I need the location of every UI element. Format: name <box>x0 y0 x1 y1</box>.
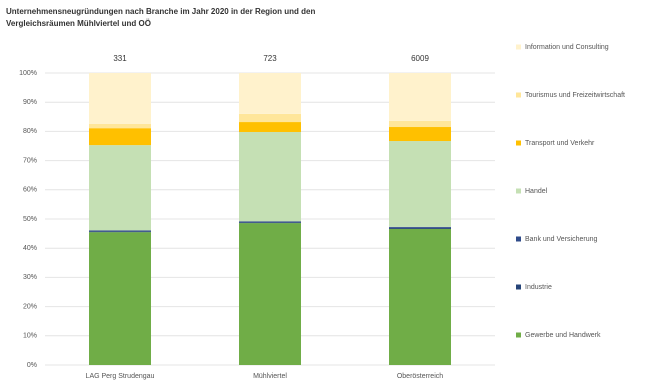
bar-segment <box>389 120 451 128</box>
x-tick-label: Mühlviertel <box>253 373 287 380</box>
x-tick-label: LAG Perg Strudengau <box>86 373 155 380</box>
bar-segment <box>389 226 451 228</box>
legend-swatch <box>516 92 521 98</box>
y-tick-label: 10% <box>23 333 37 340</box>
legend-label: Bank und Versicherung <box>525 236 597 243</box>
bar-segment <box>89 230 151 232</box>
y-tick-label: 40% <box>23 245 37 252</box>
y-tick-label: 100% <box>19 70 37 77</box>
bar-segment <box>239 221 301 223</box>
legend-label: Tourismus und Freizeitwirtschaft <box>525 92 625 99</box>
legend-label: Handel <box>525 188 548 195</box>
bar-segment <box>89 128 151 146</box>
y-tick-label: 30% <box>23 274 37 281</box>
legend-label: Transport und Verkehr <box>525 140 595 147</box>
legend-swatch <box>516 236 521 242</box>
y-tick-label: 70% <box>23 157 37 164</box>
total-label: 331 <box>113 54 127 63</box>
bar-segment <box>239 223 301 365</box>
legend-label: Gewerbe und Handwerk <box>525 332 601 339</box>
bar-segment <box>89 123 151 129</box>
y-tick-label: 0% <box>27 362 37 369</box>
bar-segment <box>239 122 301 132</box>
bar-segment <box>389 73 451 121</box>
x-tick-label: Oberösterreich <box>397 373 443 380</box>
legend-label: Information und Consulting <box>525 44 609 51</box>
bar-segment <box>239 222 301 224</box>
legend-swatch <box>516 188 521 194</box>
bar-segment <box>389 127 451 142</box>
bar-segment <box>89 232 151 365</box>
bar-segment <box>239 73 301 114</box>
chart-title: Unternehmensneugründungen nach Branche i… <box>6 7 316 28</box>
bar-segment <box>389 141 451 227</box>
bar-segment <box>89 231 151 233</box>
legend-swatch <box>516 140 521 146</box>
bar-segment <box>89 145 151 231</box>
bar-segment <box>89 73 151 124</box>
total-label: 6009 <box>411 54 429 63</box>
bar-segment <box>389 227 451 229</box>
bar-segment <box>239 131 301 222</box>
bar-segment <box>389 228 451 365</box>
legend-swatch <box>516 332 521 338</box>
legend-swatch <box>516 284 521 290</box>
total-label: 723 <box>263 54 277 63</box>
y-tick-label: 80% <box>23 128 37 135</box>
y-tick-label: 90% <box>23 99 37 106</box>
bar-segment <box>239 113 301 123</box>
legend-swatch <box>516 44 521 50</box>
y-tick-label: 60% <box>23 187 37 194</box>
legend-label: Industrie <box>525 284 552 291</box>
y-tick-label: 50% <box>23 216 37 223</box>
y-tick-label: 20% <box>23 303 37 310</box>
